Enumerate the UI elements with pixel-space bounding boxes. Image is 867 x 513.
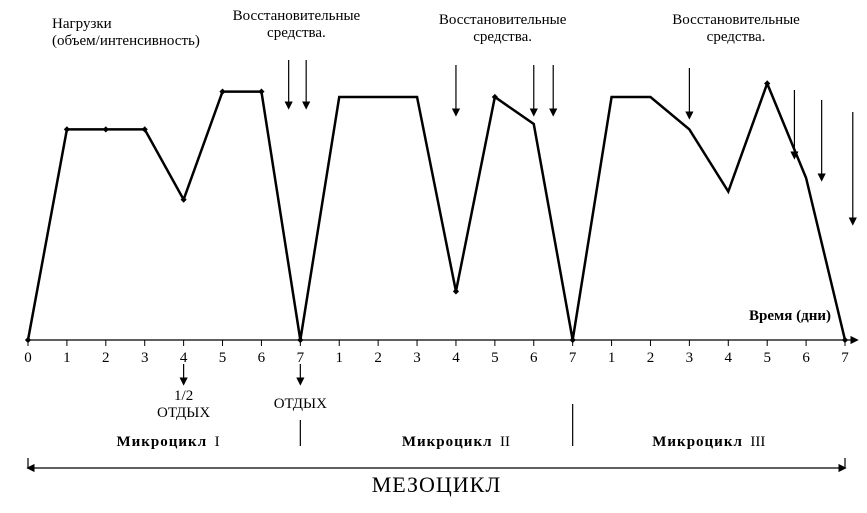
x-tick-label: 3 <box>686 350 694 366</box>
x-tick-label: 4 <box>452 350 460 366</box>
x-tick-label: 7 <box>569 350 577 366</box>
rest-label: ОТДЫХ <box>274 396 327 413</box>
x-tick-label: 2 <box>102 350 110 366</box>
microcycle-3-label: Микроцикл III <box>652 434 765 451</box>
x-tick-label: 0 <box>24 350 32 366</box>
recovery-label-3: Восстановительные средства. <box>672 12 800 47</box>
x-tick-label: 6 <box>530 350 538 366</box>
x-axis-label: Время (дни) <box>749 308 831 325</box>
load-line <box>28 84 845 341</box>
microcycle-1-label: Микроцикл I <box>116 434 219 451</box>
x-tick-label: 3 <box>141 350 149 366</box>
x-tick-label: 1 <box>63 350 71 366</box>
recovery-label-1: Восстановительные средства. <box>233 8 361 43</box>
x-tick-label: 6 <box>258 350 266 366</box>
mesocycle-label: МЕЗОЦИКЛ <box>372 472 502 498</box>
x-tick-label: 6 <box>802 350 810 366</box>
data-marker <box>64 126 70 132</box>
data-marker <box>219 88 225 94</box>
x-tick-label: 4 <box>725 350 733 366</box>
data-marker <box>258 88 264 94</box>
x-tick-label: 5 <box>219 350 227 366</box>
x-tick-label: 2 <box>647 350 655 366</box>
microcycle-2-label: Микроцикл II <box>402 434 510 451</box>
x-tick-label: 1 <box>608 350 616 366</box>
x-tick-label: 5 <box>491 350 499 366</box>
x-tick-label: 4 <box>180 350 188 366</box>
data-marker <box>453 288 459 294</box>
x-tick-label: 7 <box>841 350 849 366</box>
half-rest-label: 1/2 ОТДЫХ <box>157 388 210 423</box>
data-marker <box>842 337 848 343</box>
x-tick-label: 7 <box>297 350 305 366</box>
x-tick-label: 5 <box>763 350 771 366</box>
x-tick-label: 1 <box>335 350 343 366</box>
x-tick-label: 2 <box>374 350 382 366</box>
x-tick-label: 3 <box>413 350 421 366</box>
y-axis-label: Нагрузки (объем/интенсивность) <box>52 16 200 51</box>
data-marker <box>25 337 31 343</box>
data-marker <box>297 337 303 343</box>
recovery-label-2: Восстановительные средства. <box>439 12 567 47</box>
data-marker <box>570 337 576 343</box>
data-marker <box>103 126 109 132</box>
